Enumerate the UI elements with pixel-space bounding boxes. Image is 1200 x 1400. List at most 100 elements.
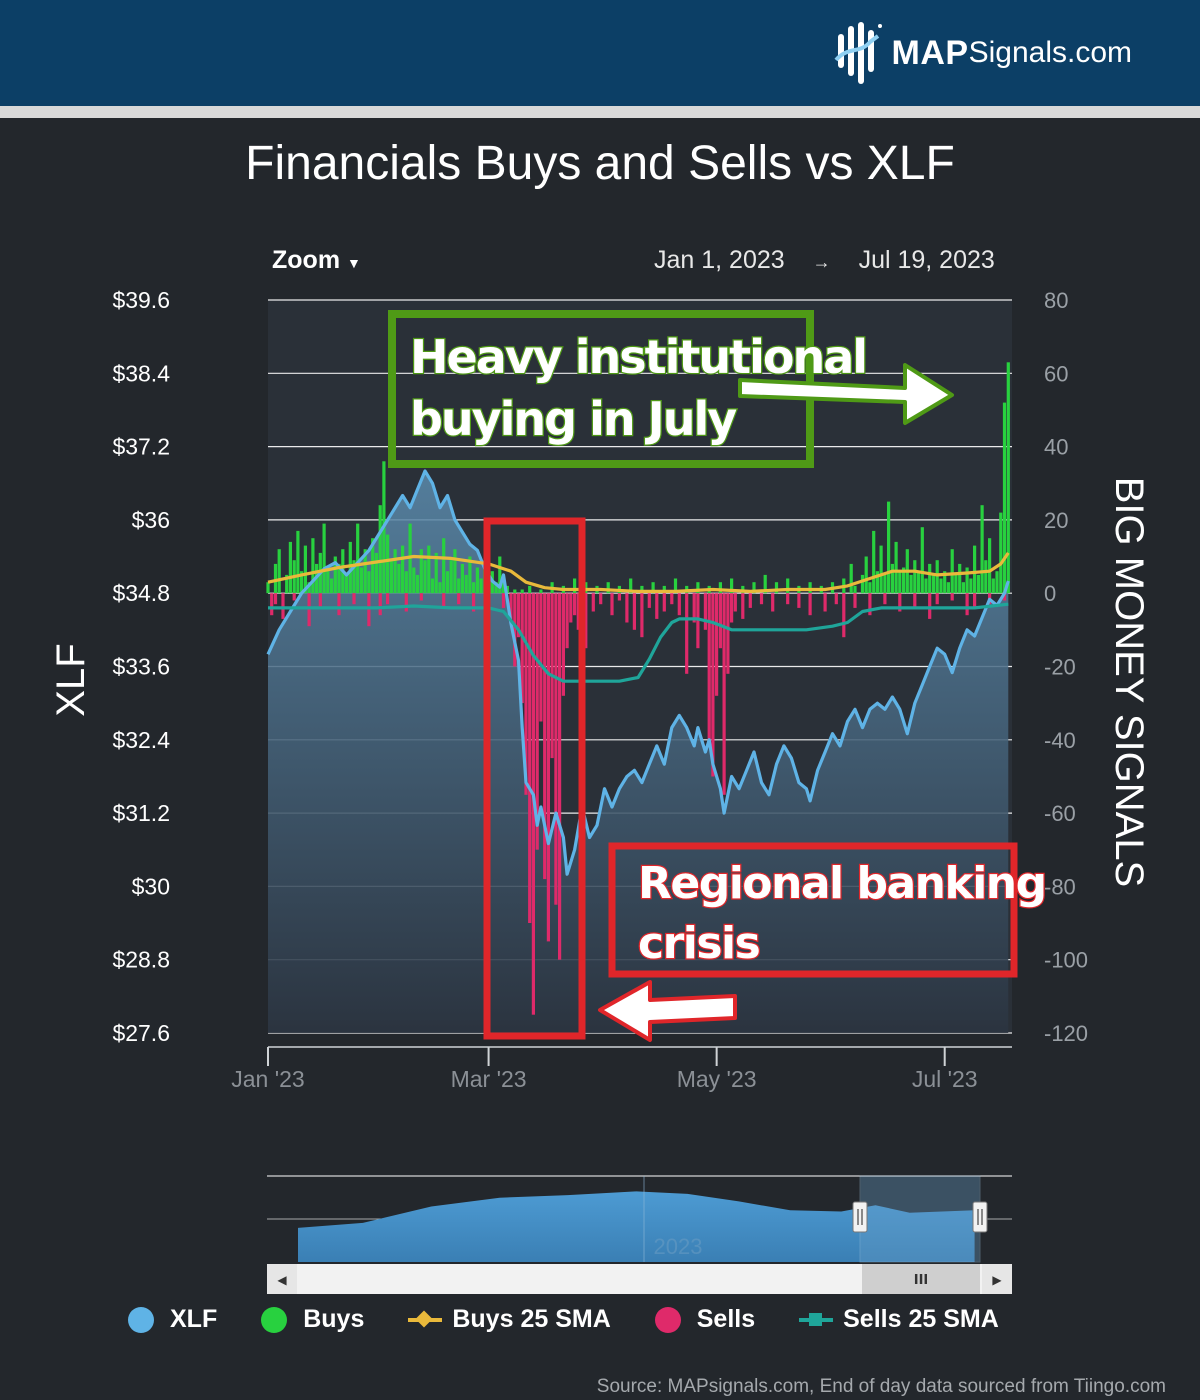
crisis-annotation-box: [608, 842, 1018, 978]
sell-bar: [973, 593, 977, 608]
legend-item-sells-sma[interactable]: Sells 25 SMA: [799, 1305, 999, 1334]
buy-bar: [419, 549, 423, 594]
sell-bar: [632, 593, 636, 630]
legend: XLF Buys Buys 25 SMA Sells Sells 25 SMA: [128, 1305, 999, 1334]
sell-bar: [419, 593, 423, 601]
buy-bar: [359, 567, 364, 594]
annotations: Heavy institutional buying in July Regiona…: [388, 310, 1048, 1042]
buy-bar: [879, 545, 883, 594]
buy-bar: [303, 545, 307, 594]
legend-label-buys: Buys: [303, 1305, 365, 1333]
navigator-handle-left[interactable]: [852, 1201, 868, 1233]
x-tick-label: Jan '23: [231, 1066, 304, 1092]
legend-item-buys-sma[interactable]: Buys 25 SMA: [408, 1305, 611, 1334]
buy-bar: [442, 538, 446, 594]
buy-bar: [969, 578, 973, 594]
sell-bar: [516, 593, 521, 638]
sell-bar: [950, 593, 954, 601]
sell-bar: [554, 593, 558, 905]
buy-bar: [808, 582, 812, 594]
buy-bar: [584, 582, 588, 594]
buy-bar: [288, 541, 292, 594]
right-tick-label: -60: [1044, 801, 1076, 826]
sell-bar: [696, 593, 700, 649]
buy-bar: [460, 563, 464, 594]
buy-bar: [475, 567, 479, 594]
right-tick-label: -100: [1044, 948, 1088, 973]
buy-bar: [950, 549, 954, 594]
legend-label-sells: Sells: [696, 1305, 756, 1333]
sell-bar: [771, 593, 775, 612]
left-tick-label: $28.8: [112, 947, 170, 973]
sell-bar: [1002, 593, 1007, 601]
legend-item-buys[interactable]: Buys: [261, 1305, 364, 1334]
buy-bar: [367, 571, 371, 594]
buy-bar: [393, 549, 397, 594]
buy-bar: [401, 545, 405, 594]
navigator-handle-right[interactable]: [972, 1201, 988, 1233]
buy-bar: [1002, 402, 1007, 594]
buy-bar: [363, 549, 367, 594]
brand-logo[interactable]: MAP Signals.com: [834, 22, 1132, 84]
buy-bar: [337, 563, 341, 594]
crisis-highlight-box: [483, 517, 586, 1040]
buy-bar: [774, 582, 779, 594]
x-tick-label: Jul '23: [912, 1066, 978, 1092]
buy-bar: [928, 563, 932, 594]
range-start[interactable]: Jan 1, 2023: [654, 246, 785, 274]
date-range[interactable]: Jan 1, 2023 → Jul 19, 2023: [654, 246, 995, 275]
buy-bar: [300, 571, 304, 594]
left-tick-label: $39.6: [112, 287, 170, 313]
scroll-left-arrow-icon: ◀: [277, 1273, 287, 1287]
legend-item-sells[interactable]: Sells: [654, 1305, 756, 1334]
range-end[interactable]: Jul 19, 2023: [858, 246, 995, 274]
sell-bar: [591, 593, 595, 612]
right-axis-title: BIG MONEY SIGNALS: [1107, 477, 1151, 888]
buy-bar: [311, 538, 315, 594]
legend-swatch-buys-sma: [408, 1310, 443, 1327]
navigator-area: [298, 1191, 975, 1262]
buy-bar: [348, 541, 352, 594]
buy-bar: [277, 549, 281, 594]
buy-bar: [965, 567, 969, 594]
right-tick-label: 80: [1044, 288, 1068, 313]
sell-bar: [610, 593, 614, 616]
buy-bar: [651, 582, 655, 594]
legend-swatch-sells-sma: [799, 1312, 834, 1326]
sell-bar: [677, 593, 681, 616]
sell-bar: [685, 593, 689, 674]
sell-bar: [853, 593, 857, 608]
buy-bar: [999, 512, 1003, 594]
buy-bar: [322, 523, 326, 594]
buy-bar: [326, 571, 330, 594]
sell-bar: [617, 593, 621, 601]
buy-bar: [894, 541, 898, 594]
buy-bar: [898, 571, 902, 594]
buy-bar: [730, 578, 734, 594]
navigator[interactable]: 2023 ◀ III ▶: [267, 1175, 1012, 1294]
navigator-year-label: 2023: [654, 1234, 703, 1259]
scrollbar-thumb[interactable]: [862, 1264, 980, 1294]
scrollbar-right-button[interactable]: [982, 1264, 1012, 1294]
header-bar: [0, 0, 1200, 106]
sell-bar: [528, 593, 532, 923]
buy-bar: [479, 578, 483, 594]
scrollbar-left-button[interactable]: [267, 1264, 297, 1294]
sell-bar: [404, 593, 408, 612]
legend-item-xlf[interactable]: XLF: [128, 1305, 217, 1334]
buy-bar: [415, 574, 420, 594]
left-axis-title: XLF: [49, 643, 93, 716]
buy-bar: [513, 589, 517, 594]
buy-bar: [916, 571, 921, 594]
sells-sma-line: [268, 602, 1009, 683]
buy-bar: [887, 501, 891, 594]
buy-bar: [931, 574, 936, 594]
buy-bar: [344, 574, 349, 594]
sell-bar: [337, 593, 341, 616]
buy-bar: [412, 567, 416, 594]
buy-bar: [913, 560, 917, 594]
zoom-dropdown[interactable]: Zoom ▼: [272, 246, 361, 275]
buy-bar: [307, 582, 311, 594]
buy-bar: [1006, 362, 1010, 594]
right-tick-label: -20: [1044, 655, 1076, 680]
